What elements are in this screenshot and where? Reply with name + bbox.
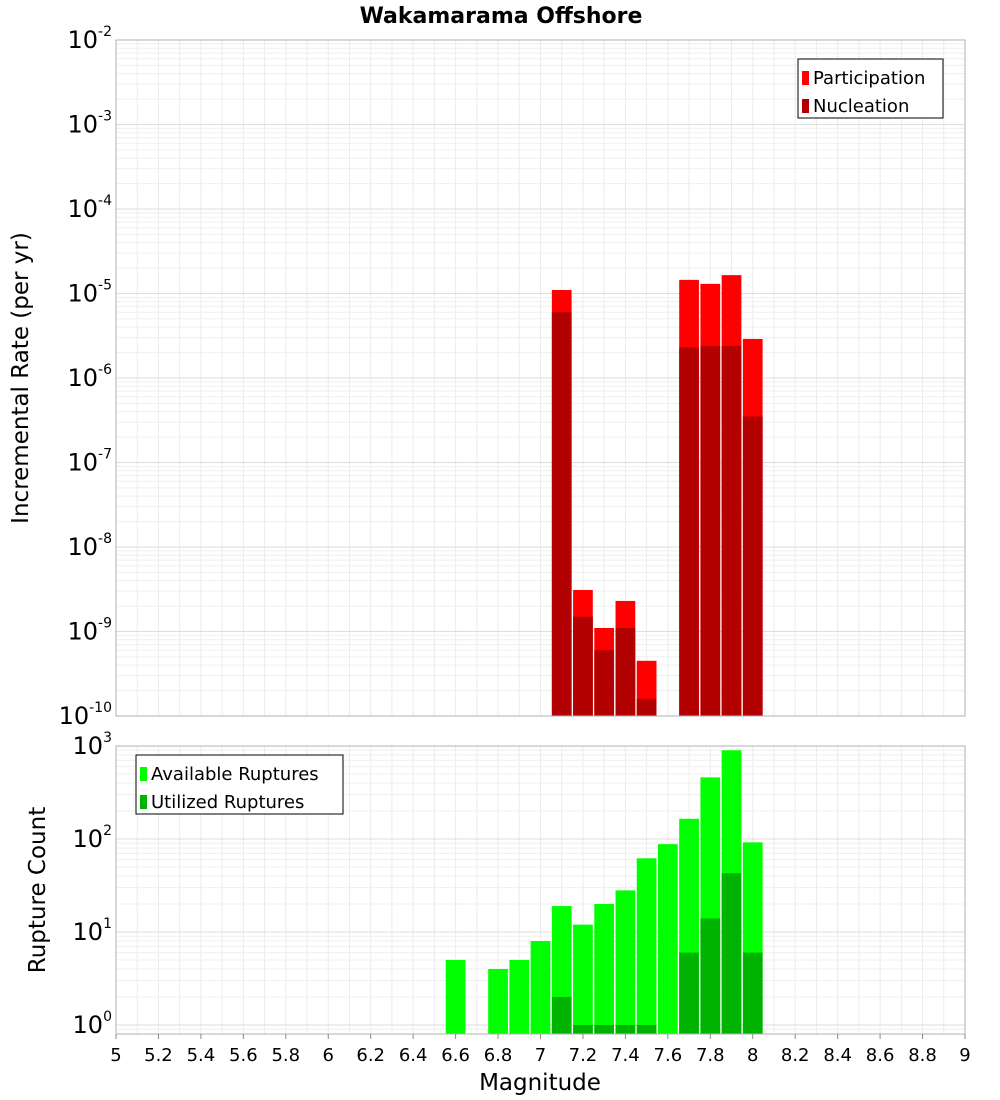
x-tick-label: 8.6 bbox=[866, 1045, 895, 1066]
bar-utilized-ruptures-7.2 bbox=[573, 1024, 593, 1034]
bar-utilized-ruptures-7.3 bbox=[594, 1024, 615, 1034]
y-tick-label: 10-7 bbox=[67, 447, 112, 477]
legend-entry: Utilized Ruptures bbox=[151, 792, 304, 813]
rate-y-axis-label: Incremental Rate (per yr) bbox=[8, 232, 34, 524]
x-tick-label: 8 bbox=[747, 1045, 758, 1066]
legend-swatch bbox=[140, 767, 147, 781]
bar-nucleation-7.9 bbox=[721, 345, 742, 716]
x-tick-label: 6 bbox=[323, 1045, 334, 1066]
x-tick-label: 5 bbox=[110, 1045, 121, 1066]
x-tick-label: 7.8 bbox=[696, 1045, 725, 1066]
y-tick-label: 10-10 bbox=[59, 700, 112, 730]
bar-available-ruptures-7.5 bbox=[636, 858, 657, 1034]
bar-available-ruptures-7 bbox=[530, 941, 551, 1034]
legend: Participation Nucleation bbox=[797, 58, 944, 119]
x-tick-label: 6.6 bbox=[441, 1045, 470, 1066]
y-tick-label: 102 bbox=[73, 823, 112, 853]
y-tick-label: 100 bbox=[73, 1009, 112, 1039]
bar-available-ruptures-7.3 bbox=[594, 903, 615, 1034]
bar-available-ruptures-6.8 bbox=[488, 968, 508, 1034]
x-tick-label: 7.2 bbox=[569, 1045, 598, 1066]
y-tick-label: 101 bbox=[73, 916, 112, 946]
bar-utilized-ruptures-7.7 bbox=[679, 952, 699, 1034]
count-panel: 100 101 102 103 Available Ruptures Utilized R… bbox=[73, 730, 971, 1066]
bar-utilized-ruptures-7.1 bbox=[551, 996, 572, 1034]
x-tick-label: 6.2 bbox=[356, 1045, 385, 1066]
bar-utilized-ruptures-7.9 bbox=[721, 873, 742, 1034]
magnitude-x-axis-label: Magnitude bbox=[479, 1070, 601, 1096]
bar-utilized-ruptures-8 bbox=[742, 952, 763, 1034]
x-tick-label: 5.6 bbox=[229, 1045, 258, 1066]
bar-nucleation-7.5 bbox=[636, 698, 657, 716]
x-tick-label: 6.4 bbox=[399, 1045, 428, 1066]
legend-entry: Available Ruptures bbox=[151, 764, 319, 785]
bar-nucleation-7.7 bbox=[679, 347, 699, 716]
x-tick-label: 5.2 bbox=[144, 1045, 173, 1066]
y-tick-label: 103 bbox=[73, 730, 112, 760]
bar-utilized-ruptures-7.5 bbox=[636, 1024, 657, 1034]
bar-nucleation-7.4 bbox=[615, 628, 636, 716]
x-tick-label: 8.2 bbox=[781, 1045, 810, 1066]
y-tick-label: 10-9 bbox=[67, 616, 112, 646]
x-tick-label: 7.4 bbox=[611, 1045, 640, 1066]
y-tick-label: 10-6 bbox=[67, 362, 112, 392]
bar-nucleation-7.8 bbox=[700, 345, 721, 716]
bar-nucleation-7.3 bbox=[594, 650, 615, 716]
legend-entry: Participation bbox=[813, 68, 925, 89]
bar-nucleation-7.1 bbox=[551, 312, 572, 716]
count-y-axis-label: Rupture Count bbox=[25, 807, 51, 973]
x-tick-label: 9 bbox=[959, 1045, 970, 1066]
bar-available-ruptures-6.9 bbox=[509, 959, 530, 1034]
bar-available-ruptures-6.6 bbox=[445, 959, 466, 1034]
bar-available-ruptures-7.6 bbox=[657, 844, 678, 1034]
x-tick-label: 8.8 bbox=[908, 1045, 937, 1066]
plot-frame bbox=[115, 39, 966, 717]
bar-available-ruptures-7.2 bbox=[573, 924, 593, 1034]
bar-utilized-ruptures-7.4 bbox=[615, 1024, 636, 1034]
legend-swatch bbox=[802, 99, 809, 113]
legend-box bbox=[135, 754, 344, 815]
legend: Available Ruptures Utilized Ruptures bbox=[135, 754, 344, 815]
x-tick-label: 6.8 bbox=[484, 1045, 513, 1066]
x-tick-label: 7 bbox=[535, 1045, 546, 1066]
y-tick-label: 10-5 bbox=[67, 278, 112, 308]
y-tick-label: 10-2 bbox=[67, 24, 112, 54]
y-tick-label: 10-4 bbox=[67, 193, 112, 223]
chart-title: Wakamarama Offshore bbox=[360, 4, 643, 29]
legend-swatch bbox=[140, 795, 147, 809]
y-tick-label: 10-8 bbox=[67, 531, 112, 561]
x-tick-label: 5.4 bbox=[187, 1045, 216, 1066]
x-tick-label: 5.8 bbox=[271, 1045, 300, 1066]
x-tick-label: 7.6 bbox=[654, 1045, 683, 1066]
legend-entry: Nucleation bbox=[813, 96, 909, 117]
bar-nucleation-7.2 bbox=[573, 616, 593, 716]
rate-panel: 10-10 10-9 10-8 10-7 10-6 10-5 10-4 10-3 10-2 Par… bbox=[59, 24, 966, 730]
bar-utilized-ruptures-7.8 bbox=[700, 918, 721, 1034]
x-tick-label: 8.4 bbox=[823, 1045, 852, 1066]
bar-nucleation-8 bbox=[742, 416, 763, 716]
legend-swatch bbox=[802, 71, 809, 85]
bar-available-ruptures-7.4 bbox=[615, 890, 636, 1034]
y-tick-label: 10-3 bbox=[67, 109, 112, 139]
legend-box bbox=[797, 58, 944, 119]
